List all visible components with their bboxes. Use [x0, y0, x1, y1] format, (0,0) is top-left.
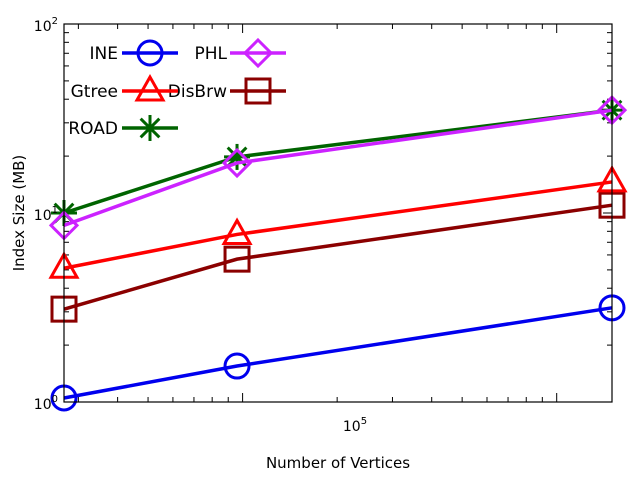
point-gtree-1: [221, 217, 253, 245]
legend-marker-gtree: [134, 73, 166, 102]
legend-label-phl: PHL: [194, 44, 227, 64]
axis-ticks: [64, 24, 612, 403]
y-axis-label: Index Size (MB): [10, 155, 28, 272]
legend: INE Gtree ROAD PHL DisBrw: [68, 37, 286, 141]
x-tick-label-100000: 105: [343, 416, 367, 435]
legend-marker-road: [137, 115, 163, 141]
point-disbrw-1: [223, 245, 251, 273]
legend-marker-disbrw: [244, 77, 272, 105]
y-tick-label-100: 102: [34, 16, 58, 35]
legend-label-disbrw: DisBrw: [168, 82, 227, 102]
series-line-ine: [63, 306, 613, 400]
legend-label-ine: INE: [90, 44, 118, 64]
x-axis-label: Number of Vertices: [266, 454, 410, 472]
plot-frame: [63, 23, 613, 403]
legend-marker-ine: [136, 39, 164, 67]
point-phl-1: [221, 147, 253, 179]
series-layer: [48, 95, 628, 412]
y-tick-label-1: 100: [34, 394, 58, 413]
series-line-disbrw: [63, 203, 613, 311]
series-line-phl: [63, 108, 613, 228]
legend-label-road: ROAD: [68, 119, 118, 139]
legend-label-gtree: Gtree: [71, 82, 118, 102]
series-line-gtree: [63, 180, 613, 270]
y-tick-label-10: 101: [34, 205, 58, 224]
legend-marker-phl: [242, 37, 274, 69]
point-ine-1: [223, 352, 251, 380]
